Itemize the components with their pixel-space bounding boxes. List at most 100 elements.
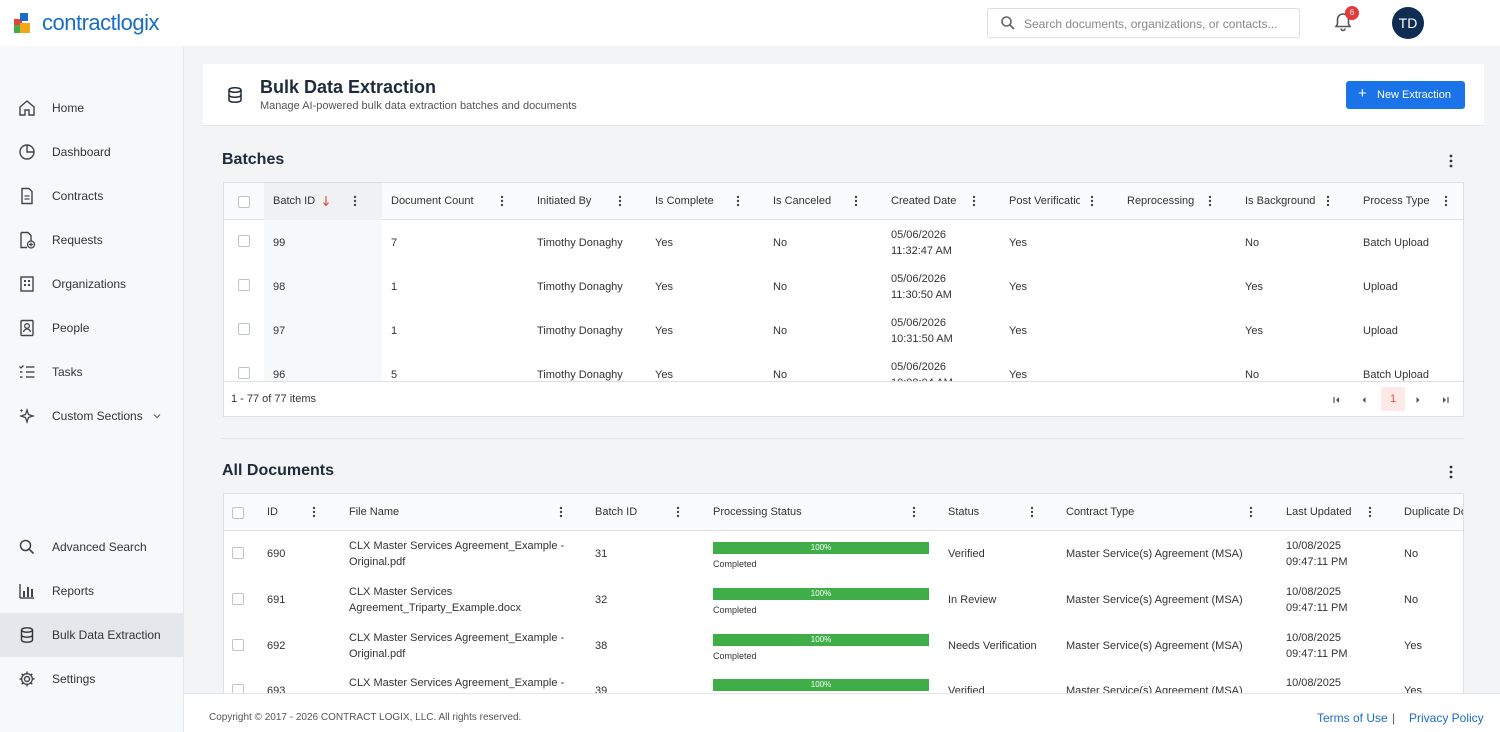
column-header-batch-id[interactable]: Batch ID [586,494,704,531]
page-number-button[interactable]: 1 [1381,387,1405,411]
column-header-is-complete[interactable]: Is Complete [646,183,764,220]
column-menu-icon[interactable] [1027,505,1037,519]
first-page-icon[interactable] [1328,391,1346,409]
column-header-duplicate-document[interactable]: Duplicate Document [1395,494,1463,531]
sidebar-item-reports[interactable]: Reports [0,569,184,613]
column-menu-icon[interactable] [556,505,566,519]
column-menu-icon[interactable] [1205,194,1215,208]
select-all-checkbox[interactable] [232,507,244,519]
file-name-cell-line2[interactable]: Original.pdf [349,556,406,568]
row-checkbox[interactable] [238,367,250,379]
is-complete-cell: Yes [655,325,673,337]
created-date-cell: 05/06/2026 [891,273,947,285]
sidebar-item-custom-sections[interactable]: Custom Sections [0,394,184,438]
column-header-batch-id[interactable]: Batch ID [264,183,382,220]
sidebar-item-settings[interactable]: Settings [0,657,184,701]
column-menu-icon[interactable] [1087,194,1097,208]
sort-descending-icon[interactable] [322,195,330,207]
user-avatar[interactable]: TD [1392,7,1424,39]
logo[interactable]: contractlogix [14,10,160,36]
column-header-reprocessing[interactable]: Reprocessing [1118,183,1236,220]
page-subtitle: Manage AI-powered bulk data extraction b… [260,100,577,112]
column-header-is-canceled[interactable]: Is Canceled [764,183,882,220]
sidebar-item-tasks[interactable]: Tasks [0,350,184,394]
sidebar-item-advanced-search[interactable]: Advanced Search [0,525,184,569]
last-page-icon[interactable] [1436,391,1454,409]
column-menu-icon[interactable] [1246,505,1256,519]
sidebar-item-organizations[interactable]: Organizations [0,262,184,306]
previous-page-icon[interactable] [1355,391,1373,409]
column-menu-icon[interactable] [851,194,861,208]
documents-more-options-icon[interactable] [1445,464,1457,480]
post-verification-cell: Yes [1009,281,1027,293]
file-name-cell[interactable]: CLX Master Services [349,586,453,598]
created-date-cell: 05/06/2026 [891,317,947,329]
last-updated-time-cell: 09:47:11 PM [1286,602,1348,614]
column-menu-icon[interactable] [497,194,507,208]
row-checkbox[interactable] [238,323,250,335]
column-menu-icon[interactable] [673,505,683,519]
plus-icon: + [1358,85,1367,102]
new-extraction-button[interactable]: + New Extraction [1346,81,1465,109]
sidebar-item-requests[interactable]: Requests [0,218,184,262]
post-verification-cell: Yes [1009,237,1027,249]
column-menu-icon[interactable] [1323,194,1333,208]
column-menu-icon[interactable] [733,194,743,208]
processing-status-text: Completed [713,605,757,615]
sidebar-item-people[interactable]: People [0,306,184,350]
column-header-status[interactable]: Status [939,494,1057,531]
progress-bar: 100% [713,679,929,691]
select-all-checkbox[interactable] [238,196,250,208]
column-header-initiated-by[interactable]: Initiated By [528,183,646,220]
sidebar-item-bulk-data-extraction[interactable]: Bulk Data Extraction [0,613,184,657]
checklist-icon [19,365,35,378]
id-cell: 693 [267,685,286,693]
column-header-id[interactable]: ID [259,494,340,531]
file-name-cell-line2[interactable]: Original.pdf [349,648,406,660]
column-header-file-name[interactable]: File Name [340,494,586,531]
row-checkbox[interactable] [232,639,244,651]
progress-percent: 100% [810,543,832,552]
column-header-post-verification[interactable]: Post Verification [1000,183,1118,220]
column-header-process-type[interactable]: Process Type [1354,183,1463,220]
global-search[interactable] [987,8,1300,38]
column-header-processing-status[interactable]: Processing Status [704,494,939,531]
is-complete-cell: Yes [655,281,673,293]
sidebar-item-contracts[interactable]: Contracts [0,174,184,218]
next-page-icon[interactable] [1409,391,1427,409]
row-checkbox[interactable] [238,279,250,291]
is-canceled-cell: No [773,369,788,381]
sidebar-item-dashboard[interactable]: Dashboard [0,130,184,174]
column-menu-icon[interactable] [615,194,625,208]
column-header-document-count[interactable]: Document Count [382,183,528,220]
column-header-contract-type[interactable]: Contract Type [1057,494,1277,531]
search-input[interactable] [1024,14,1294,34]
column-header-label: Last Updated [1286,506,1352,518]
file-name-cell[interactable]: CLX Master Services Agreement_Example - [349,540,565,552]
progress-bar: 100% [713,542,929,554]
file-name-cell[interactable]: CLX Master Services Agreement_Example - [349,632,565,644]
file-name-cell[interactable]: CLX Master Services Agreement_Example - [349,677,565,689]
column-menu-icon[interactable] [1365,505,1375,519]
privacy-policy-link[interactable]: Privacy Policy [1409,711,1484,725]
batches-more-options-icon[interactable] [1445,153,1457,169]
terms-of-use-link[interactable]: Terms of Use [1317,711,1388,725]
row-checkbox[interactable] [232,684,244,693]
column-menu-icon[interactable] [909,505,919,519]
document-count-cell: 5 [391,369,398,381]
column-header-created-date[interactable]: Created Date [882,183,1000,220]
column-menu-icon[interactable] [969,194,979,208]
row-checkbox[interactable] [232,547,244,559]
row-checkbox[interactable] [232,593,244,605]
column-menu-icon[interactable] [350,194,360,208]
row-checkbox[interactable] [238,235,250,247]
column-header-last-updated[interactable]: Last Updated [1277,494,1395,531]
column-menu-icon[interactable] [309,505,319,519]
sidebar-item-label: Bulk Data Extraction [52,628,161,642]
sidebar-item-home[interactable]: Home [0,86,184,130]
column-header-is-background[interactable]: Is Background [1236,183,1354,220]
gear-icon [19,671,35,687]
duplicate-cell: No [1404,548,1419,560]
column-menu-icon[interactable] [1441,194,1451,208]
file-name-cell-line2[interactable]: Agreement_Triparty_Example.docx [349,602,522,614]
